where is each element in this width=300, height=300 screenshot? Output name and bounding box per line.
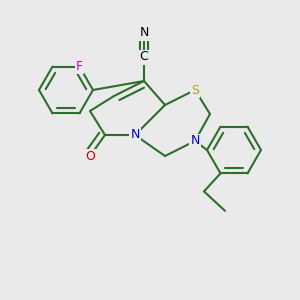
Text: C: C bbox=[140, 50, 148, 64]
Text: S: S bbox=[191, 83, 199, 97]
Text: N: N bbox=[139, 26, 149, 40]
Text: N: N bbox=[190, 134, 200, 148]
Text: N: N bbox=[130, 128, 140, 142]
Text: F: F bbox=[76, 60, 83, 73]
Text: O: O bbox=[85, 149, 95, 163]
